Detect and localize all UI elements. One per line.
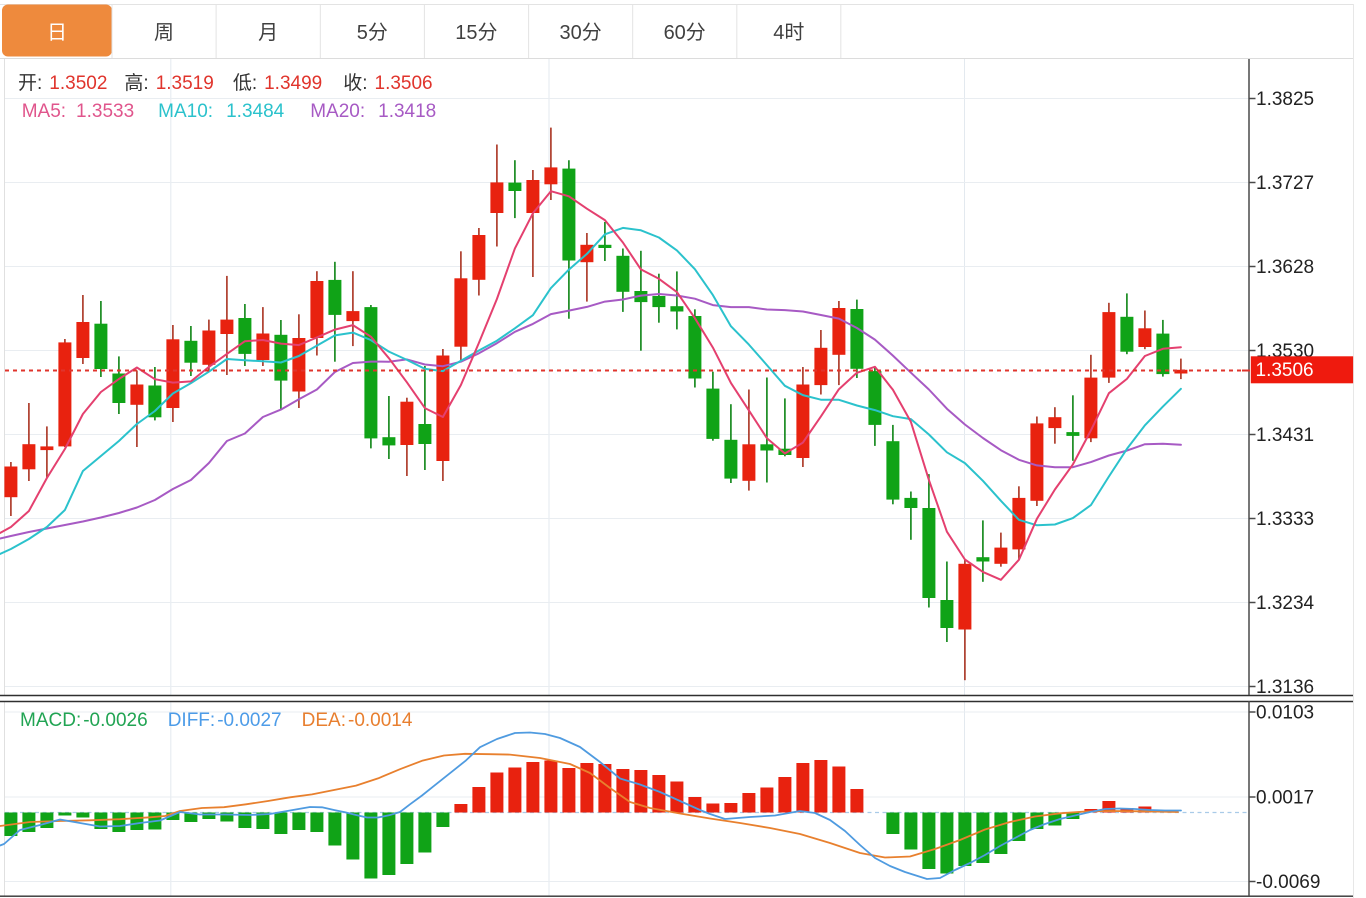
svg-text:月: 月 [258,22,278,44]
svg-text:1.3727: 1.3727 [1256,173,1314,194]
svg-text:周: 周 [154,22,174,44]
svg-text:1.3431: 1.3431 [1256,425,1314,446]
svg-text:1.3506: 1.3506 [1256,360,1314,381]
svg-text:1.3234: 1.3234 [1256,593,1315,614]
svg-text:日: 日 [47,22,67,44]
svg-text:5分: 5分 [357,21,388,44]
svg-text:1.3136: 1.3136 [1256,677,1314,698]
svg-text:30分: 30分 [559,21,601,44]
svg-text:1.3333: 1.3333 [1256,509,1314,530]
svg-text:0.0017: 0.0017 [1256,788,1314,809]
svg-text:60分: 60分 [664,21,706,44]
svg-text:15分: 15分 [455,21,497,44]
svg-text:1.3825: 1.3825 [1256,89,1314,110]
svg-text:0.0103: 0.0103 [1256,703,1314,724]
svg-text:4时: 4时 [773,21,804,44]
svg-text:1.3628: 1.3628 [1256,257,1314,278]
svg-text:-0.0069: -0.0069 [1256,872,1320,893]
